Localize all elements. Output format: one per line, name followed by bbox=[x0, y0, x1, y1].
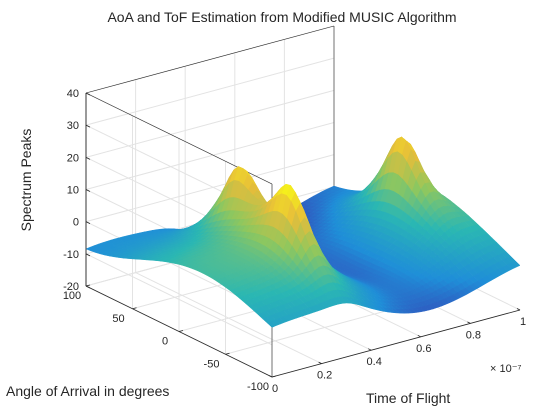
x-axis-label: Time of Flight bbox=[366, 390, 450, 406]
z-tick bbox=[85, 285, 91, 289]
y-tick-label: 0 bbox=[162, 336, 168, 348]
y-tick bbox=[132, 307, 137, 310]
y-axis-label: Angle of Arrival in degrees bbox=[6, 383, 169, 399]
x-tick bbox=[516, 308, 521, 311]
back-grid-z bbox=[85, 89, 335, 158]
x-tick-label: 0 bbox=[272, 383, 278, 395]
y-tick-label: 50 bbox=[112, 313, 124, 325]
x-axis-exponent: × 10⁻⁷ bbox=[490, 363, 522, 375]
x-axis-line bbox=[271, 309, 521, 378]
x-tick-label: 0.2 bbox=[317, 370, 332, 382]
surface-patch bbox=[266, 321, 277, 328]
z-tick-label: 30 bbox=[67, 120, 79, 132]
y-tick-label: 100 bbox=[63, 290, 81, 302]
x-tick bbox=[417, 334, 421, 338]
frame-edge bbox=[85, 25, 335, 94]
z-tick-label: 40 bbox=[67, 88, 79, 100]
x-tick bbox=[368, 348, 372, 351]
z-tick bbox=[85, 92, 91, 96]
back-grid-z bbox=[85, 57, 335, 126]
z-tick-label: 10 bbox=[67, 185, 79, 197]
x-tick bbox=[268, 375, 273, 378]
x-tick bbox=[467, 321, 471, 324]
z-tick bbox=[85, 253, 91, 257]
z-tick-label: 20 bbox=[67, 152, 79, 164]
y-tick-label: -100 bbox=[247, 381, 269, 393]
z-tick-label: -20 bbox=[63, 281, 79, 293]
left-grid-z bbox=[85, 253, 273, 346]
z-tick bbox=[85, 221, 91, 225]
z-tick bbox=[85, 124, 91, 128]
back-grid-z bbox=[85, 122, 335, 190]
y-tick bbox=[178, 330, 184, 332]
x-tick-label: 0.6 bbox=[416, 343, 431, 355]
x-tick-label: 0.8 bbox=[466, 329, 481, 341]
y-tick bbox=[271, 375, 277, 378]
chart-title: AoA and ToF Estimation from Modified MUS… bbox=[107, 9, 456, 25]
z-tick-label: 0 bbox=[73, 217, 79, 229]
y-tick-label: -50 bbox=[204, 358, 220, 370]
spectrum-surface bbox=[85, 136, 521, 328]
x-tick-label: 1 bbox=[520, 316, 526, 328]
back-grid-z bbox=[85, 154, 335, 223]
z-tick bbox=[85, 156, 91, 160]
z-tick bbox=[85, 189, 91, 192]
y-tick bbox=[225, 352, 230, 355]
z-tick-label: -10 bbox=[63, 249, 79, 261]
tick-labels: 00.20.40.60.81100500-50-100403020100-10-… bbox=[63, 88, 526, 395]
y-tick bbox=[85, 284, 91, 287]
x-tick bbox=[318, 361, 322, 364]
x-tick-label: 0.4 bbox=[367, 356, 382, 368]
z-axis-label: Spectrum Peaks bbox=[18, 129, 34, 232]
